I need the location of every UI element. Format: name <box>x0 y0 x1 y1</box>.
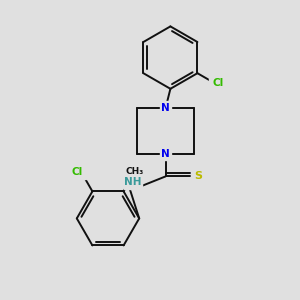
Text: N: N <box>161 148 170 159</box>
Text: N: N <box>161 103 170 113</box>
Bar <box>68 166 86 179</box>
Bar <box>160 147 171 160</box>
Text: NH: NH <box>124 177 142 188</box>
Bar <box>192 170 204 183</box>
Bar <box>209 76 227 89</box>
Bar <box>124 176 142 189</box>
Text: Cl: Cl <box>71 167 82 178</box>
Text: CH₃: CH₃ <box>125 167 144 176</box>
Bar <box>125 167 144 178</box>
Bar <box>160 101 171 115</box>
Text: Cl: Cl <box>213 78 224 88</box>
Text: S: S <box>194 171 202 182</box>
